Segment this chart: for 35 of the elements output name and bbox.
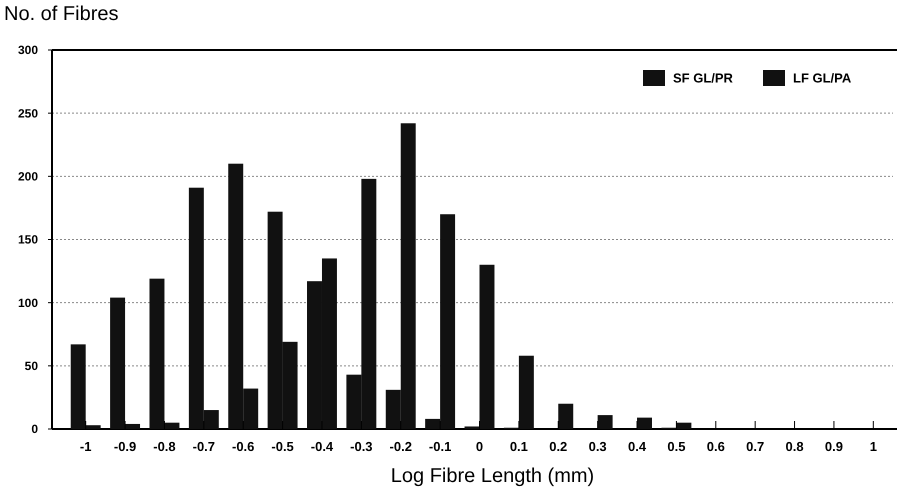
y-tick-label: 150 — [18, 232, 38, 247]
x-tick-label: -0.1 — [428, 439, 452, 454]
y-axis-title: No. of Fibres — [4, 3, 118, 25]
x-tick-label: -0.9 — [114, 439, 136, 454]
x-tick-label: 0.5 — [667, 439, 686, 454]
legend-label: SF GL/PR — [673, 70, 734, 86]
y-tick-label: 300 — [18, 43, 38, 58]
x-tick-label: -0.6 — [232, 439, 254, 454]
x-tick-label: -0.7 — [192, 439, 216, 454]
y-tick-label: 200 — [18, 170, 38, 184]
legend-label: LF GL/PA — [793, 70, 852, 86]
x-tick-label: -0.8 — [153, 439, 176, 454]
x-tick-label: 0.9 — [824, 439, 843, 454]
y-tick-label: 250 — [18, 106, 38, 120]
x-tick-label: -1 — [80, 439, 92, 454]
y-tick-label: 0 — [31, 422, 38, 436]
x-tick-label: 0.8 — [786, 439, 804, 454]
bar — [598, 415, 613, 429]
x-tick-label: 0.2 — [549, 439, 568, 454]
x-tick-label: 0.6 — [706, 439, 725, 454]
x-tick-label: -0.3 — [350, 439, 373, 454]
x-tick-label: 0.3 — [588, 439, 607, 454]
x-tick-label: -0.5 — [271, 439, 294, 454]
y-tick-label: 100 — [18, 296, 38, 310]
y-tick-label: 50 — [24, 359, 38, 374]
bar — [558, 404, 574, 429]
x-tick-label: 0.7 — [746, 439, 764, 454]
bar — [637, 418, 652, 429]
x-tick-label: 0 — [476, 439, 484, 454]
x-axis-title: Log Fibre Length (mm) — [390, 465, 594, 487]
x-tick-label: 0.4 — [628, 439, 647, 454]
x-tick-label: 1 — [870, 439, 877, 454]
x-tick-label: -0.4 — [310, 439, 334, 454]
x-tick-label: -0.2 — [390, 439, 412, 454]
x-tick-label: 0.1 — [510, 439, 528, 454]
